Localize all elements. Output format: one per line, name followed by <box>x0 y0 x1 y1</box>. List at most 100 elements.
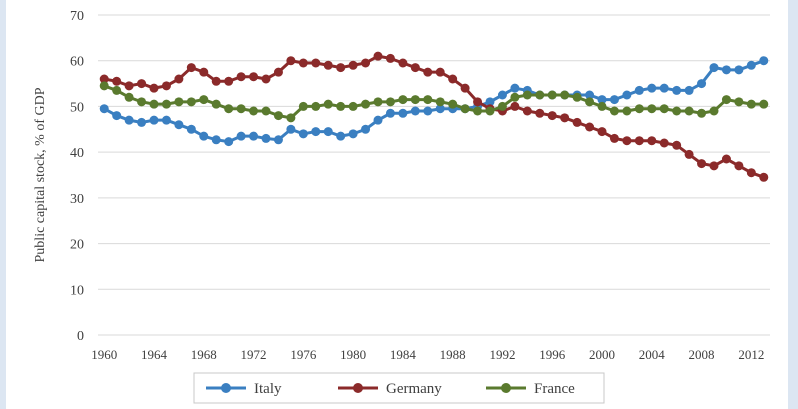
data-point-france <box>236 104 246 114</box>
data-point-germany <box>249 72 259 82</box>
data-point-italy <box>485 97 495 107</box>
data-point-france <box>585 97 595 107</box>
data-point-france <box>522 90 532 100</box>
data-point-france <box>186 97 196 107</box>
data-point-france <box>647 104 657 114</box>
x-tick-label: 1996 <box>539 347 566 362</box>
x-tick-label: 1984 <box>390 347 417 362</box>
data-point-france <box>572 92 582 102</box>
data-point-italy <box>684 85 694 95</box>
data-point-germany <box>398 58 408 68</box>
data-point-italy <box>273 135 283 145</box>
y-tick-label: 60 <box>70 55 84 70</box>
data-point-france <box>174 97 184 107</box>
data-point-italy <box>746 60 756 70</box>
data-point-france <box>535 90 545 100</box>
y-tick-label: 0 <box>77 329 84 344</box>
data-point-italy <box>124 115 134 125</box>
data-point-italy <box>199 131 209 141</box>
data-point-germany <box>423 67 433 77</box>
data-point-germany <box>385 53 395 63</box>
data-point-france <box>697 108 707 118</box>
data-point-germany <box>236 72 246 82</box>
data-point-germany <box>273 67 283 77</box>
data-point-france <box>609 106 619 116</box>
data-point-italy <box>161 115 171 125</box>
data-point-france <box>161 99 171 109</box>
legend-label-italy: Italy <box>254 381 282 397</box>
data-point-germany <box>585 122 595 132</box>
x-tick-label: 2012 <box>738 347 764 362</box>
y-axis-label: Public capital stock, % of GDP <box>33 87 48 262</box>
x-tick-label: 1964 <box>141 347 168 362</box>
data-point-germany <box>99 74 109 84</box>
data-point-germany <box>224 76 234 86</box>
data-point-germany <box>261 74 271 84</box>
data-point-italy <box>311 127 321 137</box>
data-point-germany <box>597 127 607 137</box>
data-point-france <box>659 104 669 114</box>
data-point-italy <box>497 90 507 100</box>
data-point-italy <box>373 115 383 125</box>
data-point-italy <box>361 124 371 134</box>
data-point-france <box>336 101 346 111</box>
data-point-france <box>273 111 283 121</box>
data-point-france <box>759 99 769 109</box>
data-point-italy <box>672 85 682 95</box>
data-point-italy <box>261 133 271 143</box>
data-point-germany <box>211 76 221 86</box>
data-point-italy <box>112 111 122 121</box>
data-point-germany <box>112 76 122 86</box>
data-point-italy <box>647 83 657 93</box>
data-point-germany <box>361 58 371 68</box>
data-point-germany <box>647 136 657 146</box>
legend-label-germany: Germany <box>386 381 442 397</box>
data-point-italy <box>286 124 296 134</box>
data-point-france <box>634 104 644 114</box>
data-point-france <box>435 97 445 107</box>
x-tick-label: 2000 <box>589 347 615 362</box>
data-point-italy <box>249 131 259 141</box>
data-point-france <box>323 99 333 109</box>
data-point-germany <box>734 161 744 171</box>
data-point-germany <box>373 51 383 61</box>
data-point-france <box>622 106 632 116</box>
data-point-italy <box>734 65 744 75</box>
data-point-germany <box>161 81 171 91</box>
data-point-germany <box>448 74 458 84</box>
data-point-germany <box>609 133 619 143</box>
data-point-france <box>398 95 408 105</box>
x-tick-label: 1988 <box>440 347 466 362</box>
data-point-italy <box>659 83 669 93</box>
data-point-germany <box>560 113 570 123</box>
x-tick-label: 2008 <box>689 347 715 362</box>
data-point-france <box>709 106 719 116</box>
data-point-germany <box>510 101 520 111</box>
data-point-germany <box>348 60 358 70</box>
data-point-italy <box>211 135 221 145</box>
data-point-france <box>385 97 395 107</box>
data-point-germany <box>746 168 756 178</box>
data-point-germany <box>336 63 346 73</box>
data-point-france <box>311 101 321 111</box>
data-point-italy <box>236 131 246 141</box>
y-tick-label: 10 <box>70 283 84 298</box>
x-tick-label: 1968 <box>191 347 217 362</box>
data-point-france <box>684 106 694 116</box>
data-point-italy <box>423 106 433 116</box>
data-point-germany <box>186 63 196 73</box>
data-point-italy <box>298 129 308 139</box>
y-tick-label: 50 <box>70 100 84 115</box>
data-point-germany <box>547 111 557 121</box>
data-point-france <box>721 95 731 105</box>
data-point-germany <box>149 83 159 93</box>
data-point-germany <box>572 117 582 127</box>
data-point-italy <box>174 120 184 130</box>
data-point-italy <box>622 90 632 100</box>
legend-marker-france <box>501 383 511 393</box>
data-point-italy <box>398 108 408 118</box>
data-point-france <box>224 104 234 114</box>
data-point-france <box>423 95 433 105</box>
data-point-italy <box>435 104 445 114</box>
data-point-germany <box>199 67 209 77</box>
